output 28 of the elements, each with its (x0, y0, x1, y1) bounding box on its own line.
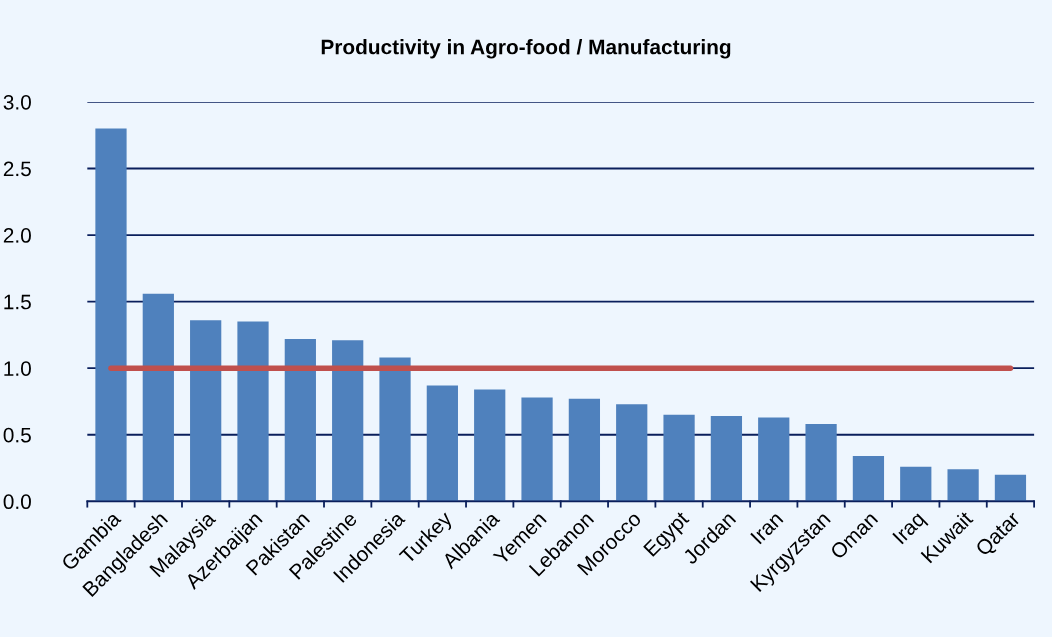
bar (521, 397, 553, 502)
bar (710, 416, 743, 502)
bar (95, 128, 127, 502)
bar (142, 293, 174, 502)
y-tick-label: 3.0 (3, 94, 31, 110)
chart-title: Productivity in Agro-food / Manufacturing (321, 39, 731, 59)
y-tick-label: 0.0 (3, 494, 31, 510)
bar (284, 338, 316, 502)
bar (994, 474, 1027, 502)
bar (805, 424, 837, 502)
bar (947, 469, 979, 502)
bar (474, 389, 506, 502)
y-tick-label: 2.0 (3, 228, 31, 243)
bar (852, 456, 885, 502)
bar (568, 398, 601, 502)
bar (379, 357, 411, 502)
bar (190, 320, 222, 502)
y-tick-label: 1.5 (4, 294, 31, 310)
bar (332, 340, 364, 502)
bar (426, 385, 458, 502)
y-tick-label: 0.5 (3, 427, 31, 443)
bar (616, 404, 648, 502)
bar (237, 321, 269, 502)
bar (663, 414, 695, 502)
bar (900, 466, 932, 502)
y-tick-label: 1.0 (4, 361, 31, 376)
y-tick-label: 2.5 (3, 161, 31, 177)
bar (758, 417, 790, 502)
